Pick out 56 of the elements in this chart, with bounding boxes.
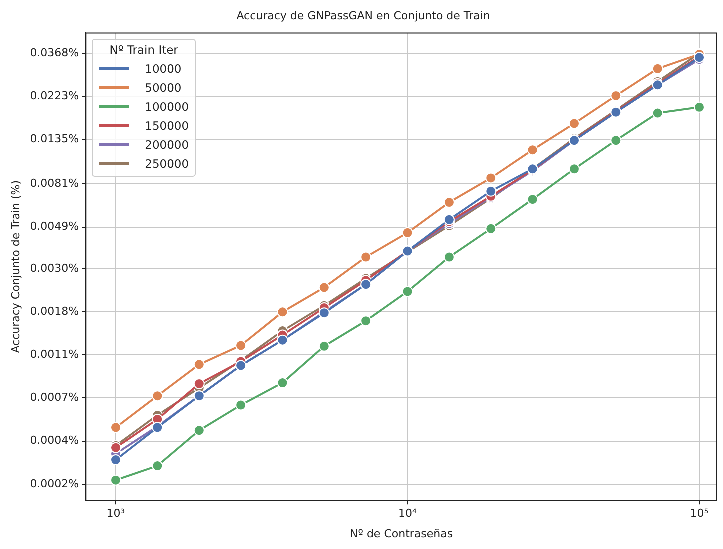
point bbox=[194, 378, 205, 390]
x-tick-label: 10⁴ bbox=[398, 507, 418, 520]
point bbox=[444, 252, 455, 263]
point bbox=[527, 194, 538, 206]
y-tick-label: 0.0018% bbox=[30, 304, 80, 318]
legend-label: 10000 bbox=[145, 62, 182, 76]
y-axis-title: Accuracy Conjunto de Train (%) bbox=[9, 180, 22, 354]
y-tick-label: 0.0223% bbox=[30, 89, 80, 102]
point bbox=[402, 286, 414, 298]
point bbox=[152, 460, 164, 472]
chart-title: Accuracy de GNPassGAN en Conjunto de Train bbox=[236, 9, 490, 22]
point bbox=[652, 108, 664, 119]
point bbox=[402, 227, 414, 238]
point bbox=[694, 102, 706, 113]
legend-label: 200000 bbox=[145, 138, 190, 152]
point bbox=[610, 135, 622, 146]
point bbox=[568, 118, 580, 130]
y-tick-label: 0.0135% bbox=[30, 132, 80, 146]
y-tick-label: 0.0049% bbox=[30, 220, 80, 234]
point bbox=[444, 197, 455, 208]
point bbox=[236, 400, 247, 411]
point bbox=[610, 90, 622, 102]
y-tick-label: 0.0007% bbox=[30, 391, 80, 404]
point bbox=[568, 164, 580, 175]
point bbox=[277, 378, 288, 389]
point bbox=[486, 172, 497, 184]
point bbox=[194, 359, 205, 370]
legend-title: Nº Train Iter bbox=[108, 43, 180, 58]
point bbox=[110, 454, 122, 466]
y-tick-label: 0.0011% bbox=[30, 348, 80, 362]
point bbox=[652, 63, 664, 74]
y-tick-label: 0.0002% bbox=[30, 477, 80, 490]
legend-label: 250000 bbox=[145, 156, 190, 171]
x-tick-label: 10³ bbox=[106, 507, 126, 520]
x-axis-title: Nº de Contraseñas bbox=[350, 527, 454, 540]
point bbox=[236, 340, 247, 352]
y-tick-label: 0.0368% bbox=[30, 46, 80, 60]
point bbox=[360, 316, 372, 327]
point bbox=[318, 340, 330, 352]
x-tick-label: 10⁵ bbox=[690, 507, 709, 520]
point bbox=[152, 390, 164, 402]
point bbox=[110, 422, 122, 434]
y-tick-label: 0.0004% bbox=[30, 434, 80, 448]
point bbox=[486, 223, 497, 234]
legend-label: 150000 bbox=[145, 118, 190, 133]
y-tick-label: 0.0030% bbox=[30, 262, 80, 275]
y-tick-label: 0.0081% bbox=[30, 176, 80, 190]
legend-label: 50000 bbox=[145, 80, 182, 95]
point bbox=[318, 282, 330, 294]
legend-label: 100000 bbox=[145, 100, 190, 114]
point bbox=[110, 474, 122, 486]
point bbox=[527, 144, 538, 156]
point bbox=[486, 186, 497, 197]
point bbox=[360, 252, 372, 263]
point bbox=[277, 306, 288, 318]
point bbox=[194, 425, 205, 436]
